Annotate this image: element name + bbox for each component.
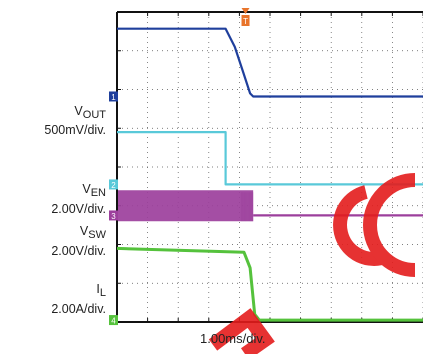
channel-marker-vsw	[109, 210, 118, 221]
trace-il	[116, 246, 423, 322]
il-scale: 2.00A/div.	[51, 302, 106, 316]
watermark-letter-e	[208, 308, 275, 354]
channel-marker-number: 4	[111, 317, 116, 326]
channel-marker-number: 2	[111, 181, 116, 190]
watermark-letter-o	[363, 173, 416, 277]
channel-marker-vout	[109, 91, 118, 102]
ven-label: VEN	[82, 182, 106, 199]
grid	[116, 11, 423, 323]
trigger-label: T	[243, 17, 248, 26]
vout-label: VOUT	[74, 104, 106, 121]
traces	[116, 27, 423, 322]
channel-markers: 1 2 3 4 T	[109, 8, 250, 326]
trigger-marker	[241, 15, 250, 26]
vout-scale: 500mV/div.	[44, 123, 106, 137]
watermark	[208, 173, 416, 354]
channel-marker-ven	[109, 179, 118, 190]
vsw-scale: 2.00V/div.	[51, 244, 106, 258]
trace-ven	[117, 131, 423, 186]
watermark-letter-c	[333, 185, 384, 266]
trace-vout	[117, 27, 423, 98]
channel-marker-number: 3	[111, 212, 116, 221]
ven-scale: 2.00V/div.	[51, 202, 106, 216]
x-axis-scale-label: 1.00ms/div.	[200, 331, 266, 346]
trace-vsw-switching	[118, 190, 254, 222]
channel-marker-il	[109, 315, 118, 326]
trigger-arrow	[241, 8, 250, 14]
vsw-label: VSW	[79, 224, 106, 241]
channel-marker-number: 1	[111, 93, 116, 102]
il-label: IL	[96, 282, 106, 299]
